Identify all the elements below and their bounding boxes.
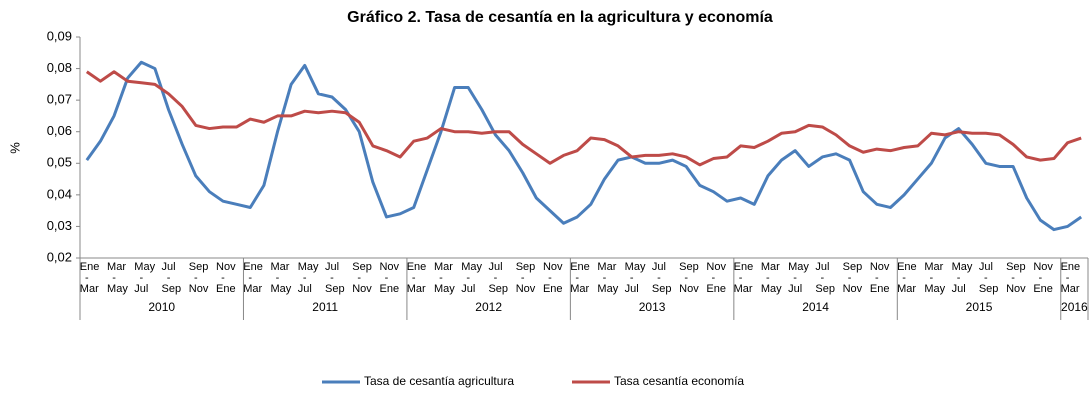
- x-tick-label: Ene - Mar: [733, 261, 754, 295]
- x-tick-label: Jul - Sep: [651, 261, 672, 295]
- x-tick-label: Nov - Ene: [379, 261, 400, 295]
- x-group-label: 2014: [802, 300, 829, 314]
- x-group-label: 2012: [475, 300, 502, 314]
- x-tick-label: Mar - May: [760, 261, 782, 295]
- x-tick-label: Ene - Mar: [406, 261, 427, 295]
- y-tick-label: 0,05: [47, 155, 72, 170]
- x-tick-label: Mar - May: [270, 261, 292, 295]
- x-tick-label: Nov - Ene: [542, 261, 563, 295]
- x-tick-label: May - Jul: [951, 261, 973, 295]
- x-tick-label: Mar - May: [597, 261, 619, 295]
- x-tick-label: Ene - Mar: [79, 261, 100, 295]
- x-tick-label: Mar - May: [107, 261, 128, 295]
- x-tick-label: Jul - Sep: [978, 261, 999, 295]
- y-axis-label: %: [7, 142, 22, 154]
- x-tick-label: Mar - May: [924, 261, 946, 295]
- y-tick-label: 0,06: [47, 123, 72, 138]
- y-tick-label: 0,09: [47, 28, 72, 43]
- x-tick-label: May - Jul: [788, 261, 809, 295]
- x-tick-label: Mar - May: [433, 261, 455, 295]
- y-tick-label: 0,03: [47, 218, 72, 233]
- x-tick-label: Sep - Nov: [679, 261, 699, 295]
- x-tick-label: Jul - Sep: [815, 261, 835, 295]
- x-tick-label: Sep - Nov: [1006, 261, 1026, 295]
- x-tick-label: Sep - Nov: [515, 261, 536, 295]
- x-tick-label: Jul - Sep: [161, 261, 182, 295]
- x-tick-label: Nov - Ene: [706, 261, 726, 295]
- x-group-label: 2011: [312, 300, 338, 314]
- x-tick-label: Jul - Sep: [325, 261, 345, 295]
- x-tick-label: May - Jul: [134, 261, 156, 295]
- series-line: [85, 60, 1083, 232]
- x-group-label: 2013: [639, 300, 666, 314]
- y-tick-label: 0,02: [47, 249, 72, 264]
- x-group-label: 2015: [966, 300, 993, 314]
- x-tick-label: Sep - Nov: [842, 261, 863, 295]
- legend-label: Tasa de cesantía agricultura: [364, 374, 514, 388]
- x-tick-label: Ene - Mar: [1060, 261, 1081, 295]
- x-tick-label: Sep - Nov: [352, 261, 372, 295]
- x-tick-label: Nov - Ene: [1033, 261, 1053, 295]
- x-tick-label: Nov - Ene: [216, 261, 236, 295]
- y-tick-label: 0,08: [47, 60, 72, 75]
- x-tick-label: Nov - Ene: [869, 261, 890, 295]
- x-tick-label: Sep - Nov: [188, 261, 209, 295]
- x-tick-label: May - Jul: [297, 261, 319, 295]
- y-tick-label: 0,07: [47, 92, 72, 107]
- x-tick-label: May - Jul: [624, 261, 646, 295]
- x-tick-label: Jul - Sep: [488, 261, 509, 295]
- x-group-label: 2010: [148, 300, 175, 314]
- x-tick-label: Ene - Mar: [897, 261, 917, 295]
- series-line: [85, 70, 1082, 167]
- chart-title: Gráfico 2. Tasa de cesantía en la agricu…: [347, 9, 773, 26]
- legend-label: Tasa cesantía economía: [614, 374, 744, 388]
- x-tick-label: Ene - Mar: [570, 261, 590, 295]
- x-tick-label: Ene - Mar: [243, 261, 263, 295]
- x-tick-label: May - Jul: [461, 261, 482, 295]
- x-group-label: 2016: [1061, 300, 1088, 314]
- y-tick-label: 0,04: [47, 186, 72, 201]
